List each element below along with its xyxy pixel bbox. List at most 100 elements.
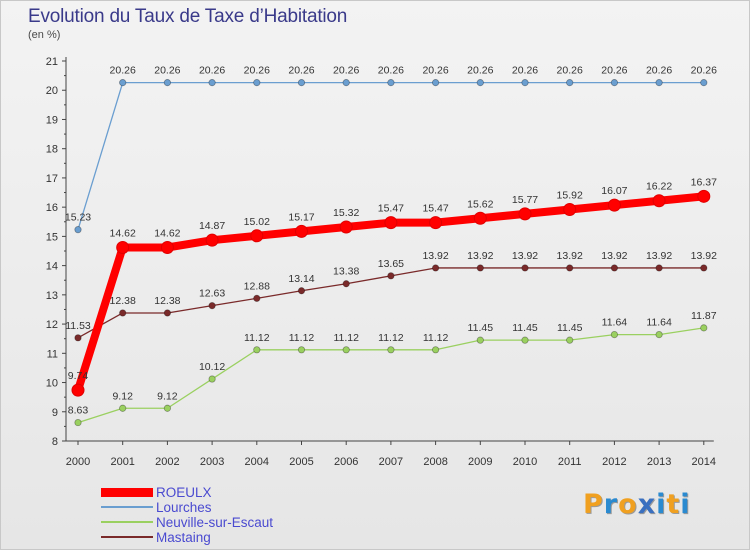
data-label: 20.26 bbox=[199, 65, 225, 77]
data-point bbox=[116, 240, 130, 254]
series-layer: 11.53 12.38 12.38 12.63 12.88 13.14 13.38 13.65… bbox=[65, 65, 717, 427]
data-point bbox=[607, 198, 621, 212]
legend-swatch-mastaing bbox=[101, 536, 153, 538]
logo-letter: o bbox=[618, 489, 638, 520]
data-label: 15.47 bbox=[422, 203, 448, 215]
y-tick-label: 12 bbox=[46, 319, 58, 331]
data-label: 12.38 bbox=[110, 295, 136, 307]
data-point bbox=[652, 194, 666, 208]
data-point bbox=[429, 216, 443, 230]
data-label: 9.12 bbox=[112, 390, 133, 402]
data-label: 20.26 bbox=[378, 65, 404, 77]
data-point bbox=[163, 404, 171, 412]
legend-swatch-roeulx bbox=[101, 488, 153, 497]
data-point bbox=[208, 375, 216, 383]
data-label: 16.37 bbox=[691, 176, 717, 188]
y-tick-label: 8 bbox=[52, 436, 58, 448]
data-point bbox=[473, 211, 487, 225]
legend-label-roeulx: ROEULX bbox=[156, 485, 212, 500]
data-label: 15.62 bbox=[467, 198, 493, 210]
y-tick-label: 21 bbox=[46, 56, 58, 68]
data-point bbox=[295, 224, 308, 238]
data-label: 11.12 bbox=[333, 332, 359, 344]
data-label: 15.23 bbox=[65, 212, 91, 224]
data-point bbox=[297, 287, 306, 295]
data-point bbox=[518, 207, 532, 221]
data-label: 20.26 bbox=[288, 65, 314, 77]
data-label: 14.62 bbox=[110, 227, 136, 239]
y-tick-label: 20 bbox=[46, 85, 58, 97]
logo-letter: i bbox=[680, 489, 691, 520]
data-point bbox=[431, 264, 440, 272]
x-tick-label: 2009 bbox=[468, 456, 492, 468]
data-point bbox=[163, 309, 171, 317]
data-label: 13.38 bbox=[333, 266, 359, 278]
data-label: 11.12 bbox=[378, 332, 404, 344]
data-point bbox=[160, 240, 174, 254]
data-point bbox=[387, 79, 395, 87]
data-point bbox=[655, 330, 663, 339]
data-point bbox=[208, 79, 216, 87]
data-point bbox=[566, 79, 574, 87]
logo-letter: r bbox=[603, 489, 619, 520]
chart-subtitle: (en %) bbox=[28, 29, 61, 41]
data-label: 11.64 bbox=[602, 317, 628, 329]
data-label: 15.92 bbox=[557, 189, 583, 201]
data-point bbox=[250, 229, 264, 243]
y-tick-label: 13 bbox=[46, 290, 58, 302]
data-point bbox=[476, 264, 484, 272]
data-label: 11.53 bbox=[65, 320, 91, 332]
axes: 8 9 10 11 12 13 14 15 16 17 18 19 20 21 2000 2001 2002 20… bbox=[46, 56, 716, 468]
data-label: 12.88 bbox=[244, 280, 270, 292]
data-label: 10.12 bbox=[199, 361, 225, 373]
x-tick-label: 2008 bbox=[423, 456, 447, 468]
data-point bbox=[476, 79, 484, 87]
data-label: 13.92 bbox=[601, 250, 627, 262]
x-tick-label: 2004 bbox=[245, 456, 269, 468]
data-point bbox=[563, 202, 577, 216]
data-label: 13.92 bbox=[646, 250, 672, 262]
data-label: 20.26 bbox=[691, 65, 717, 77]
chart-title: Evolution du Taux de Taxe d’Habitation bbox=[28, 6, 348, 27]
data-label: 15.47 bbox=[378, 203, 404, 215]
data-label: 20.26 bbox=[333, 65, 359, 77]
x-tick-label: 2001 bbox=[110, 456, 134, 468]
data-label: 14.62 bbox=[154, 227, 180, 239]
data-label: 13.92 bbox=[422, 250, 448, 262]
proxiti-logo: Proxiti bbox=[583, 489, 691, 520]
data-label: 20.26 bbox=[422, 65, 448, 77]
data-point bbox=[342, 79, 350, 87]
data-point bbox=[387, 272, 395, 280]
x-tick-label: 2010 bbox=[513, 456, 537, 468]
data-label: 11.12 bbox=[423, 332, 449, 344]
data-label: 20.26 bbox=[557, 65, 583, 77]
y-tick-label: 17 bbox=[46, 173, 58, 185]
y-tick-label: 9 bbox=[52, 407, 58, 419]
data-point bbox=[342, 346, 350, 354]
x-tick-label: 2012 bbox=[602, 456, 626, 468]
data-point bbox=[297, 79, 306, 87]
data-point bbox=[119, 79, 127, 87]
y-tick-label: 14 bbox=[46, 261, 58, 273]
x-tick-label: 2007 bbox=[379, 456, 403, 468]
data-point bbox=[119, 404, 127, 412]
data-label: 20.26 bbox=[646, 65, 672, 77]
data-point bbox=[74, 226, 82, 234]
x-tick-label: 2003 bbox=[200, 456, 224, 468]
data-point bbox=[253, 294, 261, 302]
data-point bbox=[205, 233, 219, 247]
data-point bbox=[253, 346, 261, 354]
data-label: 12.63 bbox=[199, 288, 225, 300]
data-label: 11.12 bbox=[244, 332, 270, 344]
data-point bbox=[521, 79, 529, 87]
data-point bbox=[476, 336, 484, 344]
data-point bbox=[74, 418, 82, 427]
data-label: 13.92 bbox=[512, 250, 538, 262]
data-label: 9.74 bbox=[68, 370, 89, 382]
data-label: 11.12 bbox=[289, 332, 315, 344]
x-tick-label: 2014 bbox=[692, 456, 716, 468]
data-point bbox=[566, 336, 574, 344]
data-label: 16.07 bbox=[601, 185, 627, 197]
